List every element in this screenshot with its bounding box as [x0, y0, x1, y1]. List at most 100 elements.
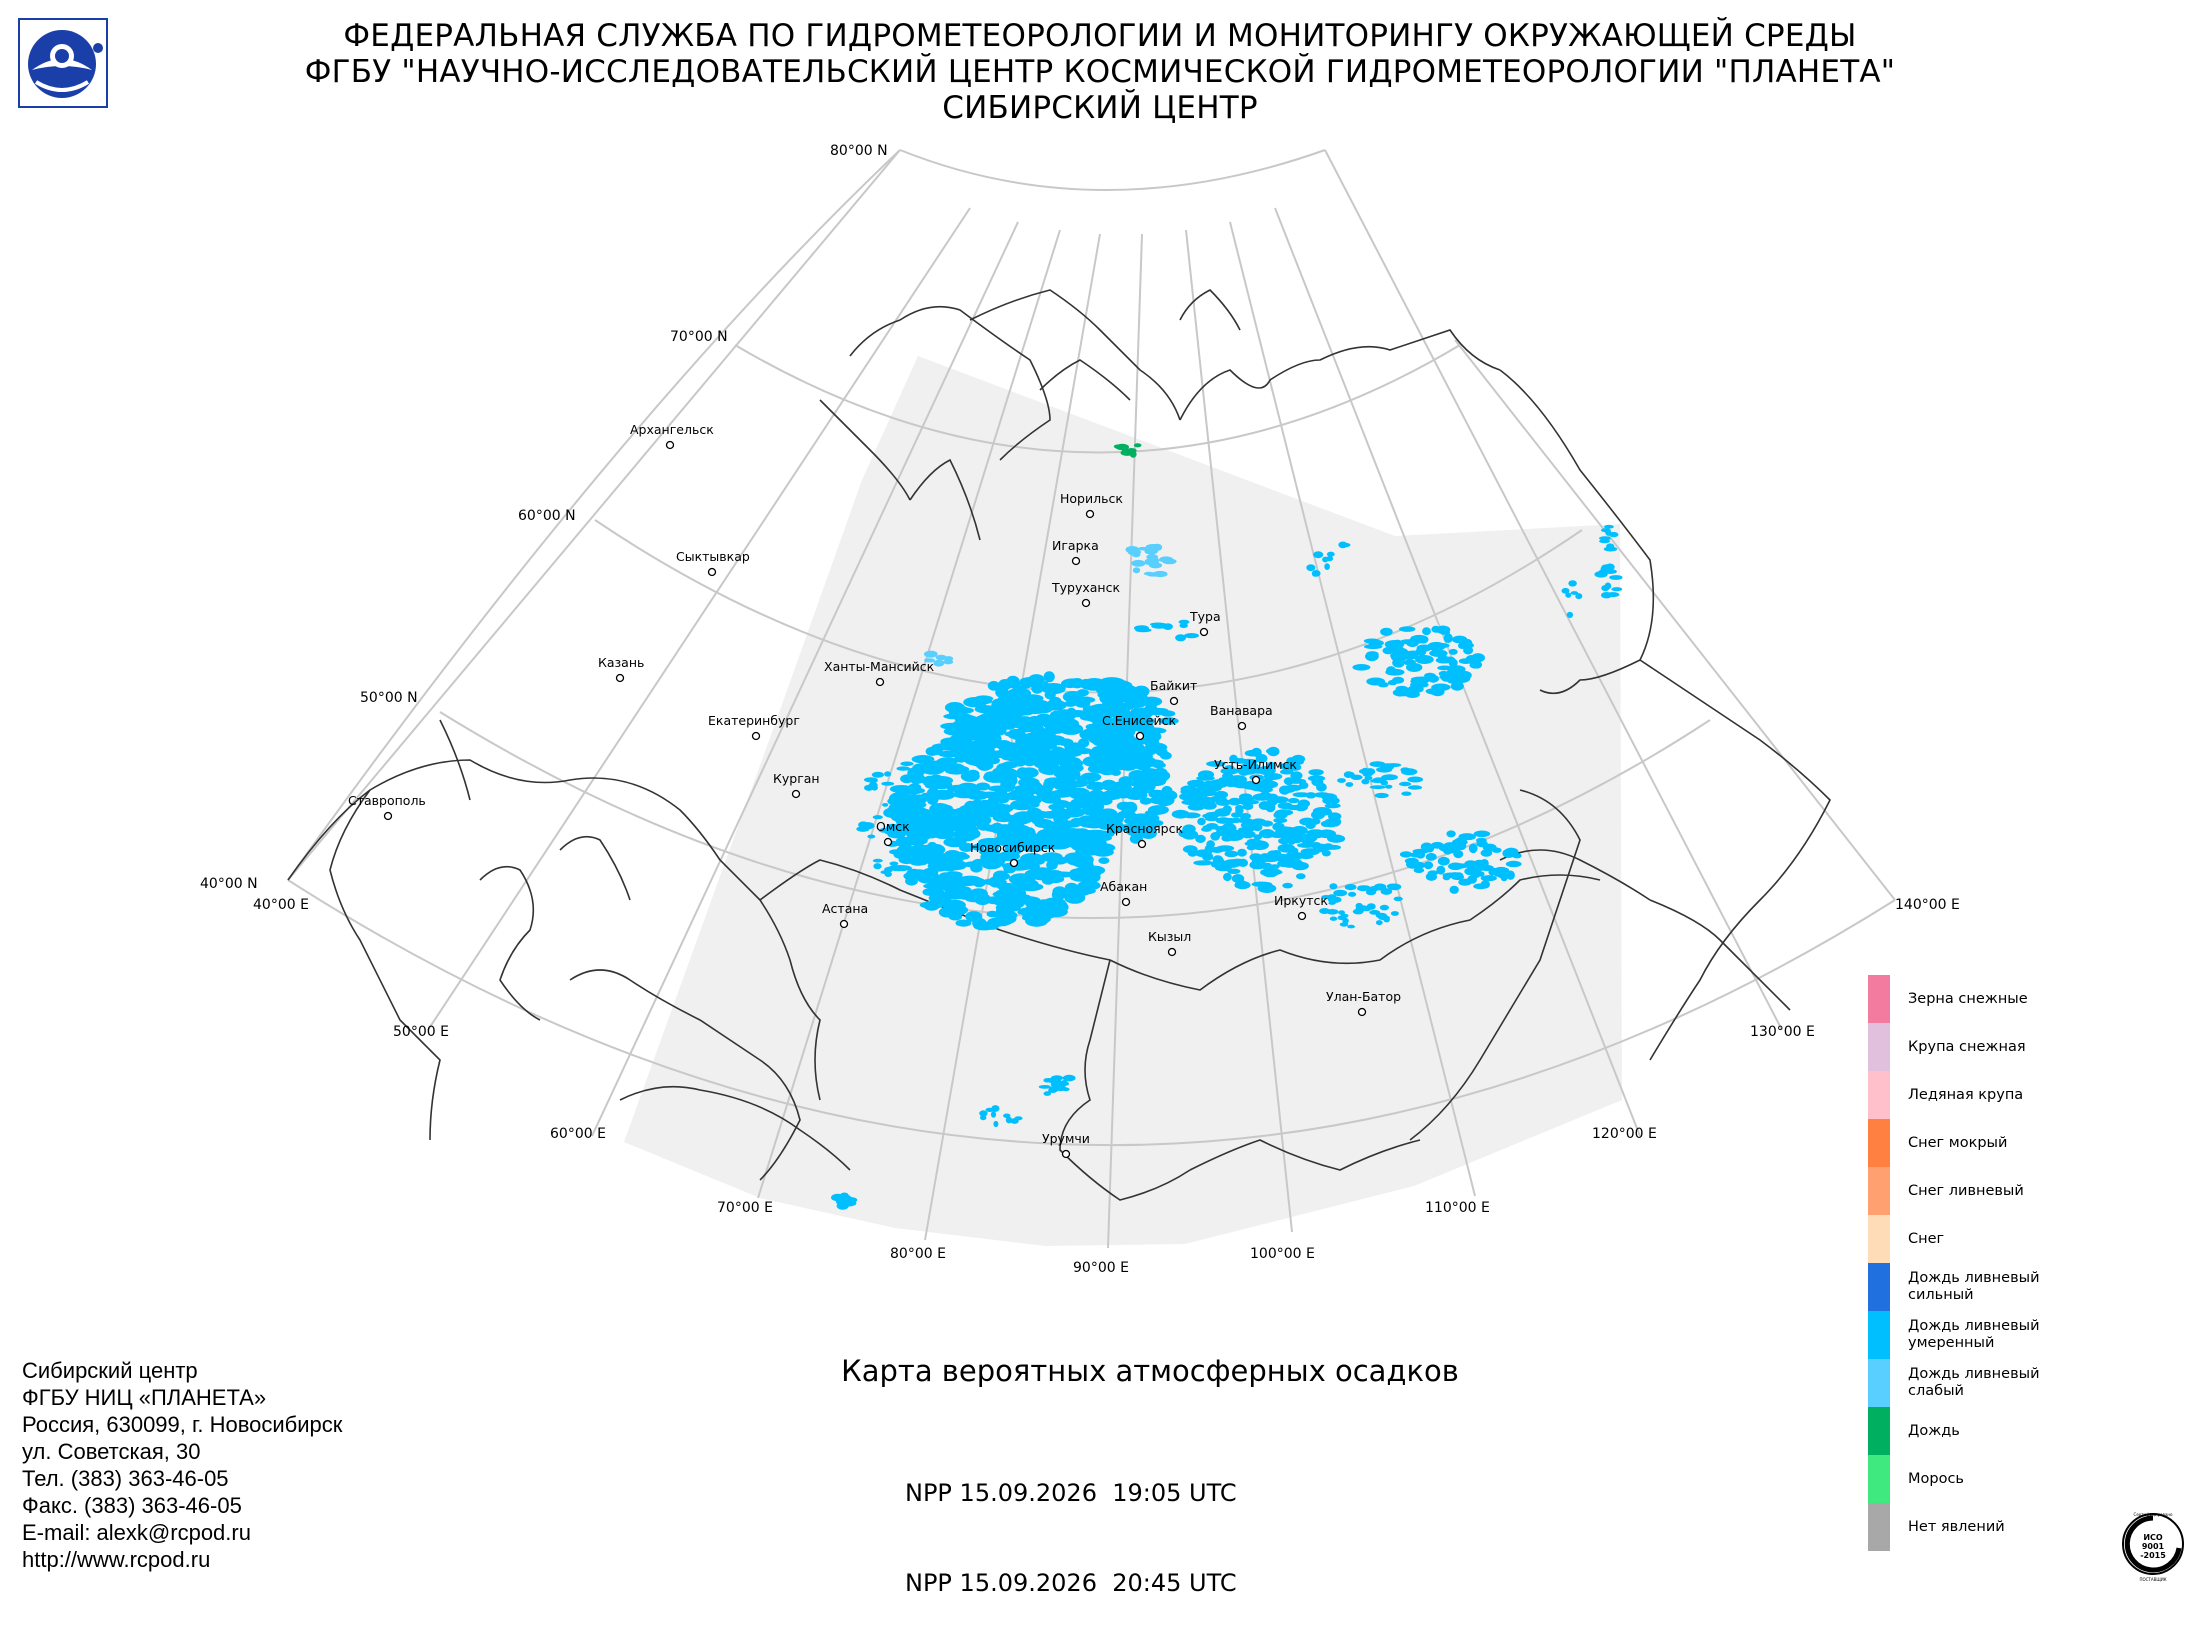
coastlines-and-borders — [287, 289, 1831, 1201]
precip-cell — [1034, 820, 1058, 829]
precip-cell — [1375, 920, 1383, 926]
svg-text:Усть-Илимск: Усть-Илимск — [1214, 757, 1297, 772]
precip-cell — [1326, 551, 1335, 557]
precip-cell — [1184, 633, 1199, 639]
precip-cell — [1113, 786, 1133, 799]
precip-cell — [1263, 773, 1283, 780]
precip-cell — [1480, 875, 1497, 882]
precip-cell — [1262, 869, 1281, 875]
precip-cell — [1410, 852, 1422, 858]
city-krasnoyarsk: Красноярск — [1106, 821, 1183, 849]
precip-cell — [1202, 813, 1219, 819]
precip-cell — [1450, 681, 1464, 691]
precip-cell — [1031, 867, 1053, 878]
city-stavropol: Ставрополь — [348, 793, 426, 821]
legend-label: Ледяная крупа — [1908, 1086, 2024, 1103]
precip-cell — [1473, 830, 1491, 838]
precip-cell — [982, 824, 1008, 832]
precip-cell — [1366, 903, 1376, 910]
precip-cell — [977, 732, 1001, 744]
precip-cell — [919, 901, 945, 909]
lat-label-80: 80°00 N — [830, 143, 888, 159]
precip-cell — [882, 803, 889, 807]
precip-cell — [1296, 873, 1306, 880]
precip-cell — [1291, 861, 1309, 871]
precip-cell — [1453, 673, 1471, 683]
legend-swatch — [1868, 1503, 1890, 1552]
precip-cell — [1292, 792, 1310, 798]
lon-label-80: 80°00 E — [890, 1246, 946, 1262]
precip-cell — [1081, 859, 1094, 870]
precip-cell — [1114, 750, 1136, 761]
precip-cell — [1385, 668, 1405, 676]
city-ulan-bator: Улан-Батор — [1326, 989, 1401, 1017]
precip-cell — [971, 843, 985, 851]
legend-swatch — [1868, 1407, 1890, 1456]
precip-cell — [901, 853, 915, 860]
contact-line: ул. Советская, 30 — [22, 1439, 201, 1464]
precip-cell — [1143, 780, 1157, 787]
precip-cell — [878, 828, 891, 833]
precip-cell — [1090, 784, 1105, 791]
precip-cell — [1399, 851, 1413, 858]
city-ust-ilimsk: Усть-Илимск — [1214, 757, 1297, 785]
precip-cell — [1436, 865, 1446, 875]
precip-cell — [1338, 910, 1345, 915]
svg-text:Сертифицировано: Сертифицировано — [2134, 1512, 2173, 1517]
precip-cell — [1376, 766, 1393, 773]
precip-cell — [1014, 785, 1034, 792]
city-abakan: Абакан — [1100, 879, 1147, 907]
precip-cell — [922, 888, 935, 896]
precip-cell — [1363, 638, 1380, 644]
precip-cell — [1155, 747, 1168, 757]
precip-cell — [1347, 924, 1355, 929]
lon-label-130: 130°00 E — [1750, 1024, 1815, 1040]
precip-cell — [943, 855, 964, 864]
precip-cell — [1482, 843, 1497, 852]
precip-cell — [947, 727, 968, 735]
precip-cell — [915, 794, 924, 800]
precip-cell — [1193, 860, 1213, 866]
precip-cell — [963, 861, 983, 868]
precip-cell — [1290, 771, 1303, 780]
lon-label-40: 40°00 E — [253, 897, 309, 913]
precip-cell — [1451, 874, 1465, 881]
precip-cell — [955, 919, 972, 927]
precip-cell — [1224, 850, 1239, 858]
precip-cell — [1062, 1087, 1070, 1092]
precip-cell — [1374, 792, 1389, 799]
header-line-2: ФГБУ "НАУЧНО-ИССЛЕДОВАТЕЛЬСКИЙ ЦЕНТР КОС… — [304, 54, 1896, 90]
precip-cell — [1010, 799, 1035, 811]
precip-cell — [1480, 859, 1489, 868]
svg-text:Красноярск: Красноярск — [1106, 821, 1183, 836]
header: ФЕДЕРАЛЬНАЯ СЛУЖБА ПО ГИДРОМЕТЕОРОЛОГИИ … — [0, 18, 2200, 126]
precip-cell — [1345, 782, 1354, 787]
precip-cell — [1265, 802, 1276, 813]
svg-text:Кызыл: Кызыл — [1148, 929, 1191, 944]
precip-cell — [993, 1120, 999, 1128]
precip-cell — [923, 883, 946, 890]
precip-cell — [1299, 781, 1309, 790]
precip-cell — [1081, 839, 1102, 850]
precip-cell — [1002, 721, 1016, 730]
precip-cell — [1053, 813, 1067, 825]
city-khanty-mansiysk: Ханты-Мансийск — [824, 659, 935, 687]
precip-cell — [1568, 580, 1577, 587]
legend-swatch — [1868, 1119, 1890, 1168]
precip-cell — [1206, 786, 1222, 792]
precip-cell — [1061, 679, 1079, 689]
city-astana: Астана — [822, 901, 868, 929]
precip-cell — [1279, 785, 1291, 795]
precip-cell — [1220, 767, 1239, 775]
precip-cell — [1227, 868, 1241, 874]
legend-label: Снег ливневый — [1908, 1182, 2024, 1199]
legend-label: Крупа снежная — [1908, 1038, 2026, 1055]
precip-cell — [1115, 758, 1126, 771]
precip-cell — [1116, 728, 1136, 738]
precip-cell — [1007, 834, 1031, 846]
precip-cell — [872, 815, 883, 820]
city-syktyvkar: Сыктывкар — [676, 549, 750, 577]
precip-cell — [902, 865, 909, 870]
precip-cell — [1043, 735, 1056, 748]
precip-cell — [1423, 861, 1434, 870]
